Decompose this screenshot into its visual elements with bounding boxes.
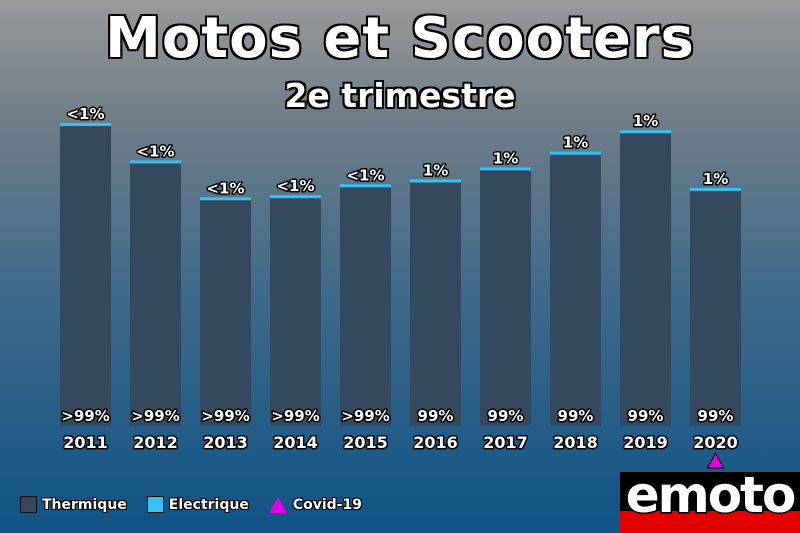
data-label-thermique: 99% xyxy=(628,407,664,425)
x-tick-label: 2013 xyxy=(203,433,248,452)
x-tick-label: 2020 xyxy=(693,433,738,452)
data-label-electrique: <1% xyxy=(206,179,244,197)
data-label-thermique: 99% xyxy=(488,407,524,425)
data-label-electrique: 1% xyxy=(633,112,658,130)
data-label-thermique: >99% xyxy=(61,407,109,425)
logo-wordmark: emoto xyxy=(624,472,798,526)
x-tick-label: 2019 xyxy=(623,433,668,452)
legend-label-covid: Covid-19 xyxy=(292,496,362,513)
covid-marker-icon xyxy=(706,451,725,469)
bar-electrique xyxy=(200,197,251,201)
bar-thermique xyxy=(270,196,321,426)
x-tick-label: 2016 xyxy=(413,433,458,452)
data-label-thermique: >99% xyxy=(201,407,249,425)
data-label-thermique: >99% xyxy=(271,407,319,425)
bar-thermique xyxy=(550,152,601,426)
bar-electrique xyxy=(270,195,321,199)
bar-thermique xyxy=(620,131,671,427)
data-label-thermique: 99% xyxy=(558,407,594,425)
legend-item-thermique: Thermique xyxy=(20,496,127,513)
data-label-electrique: <1% xyxy=(136,142,174,160)
data-label-thermique: >99% xyxy=(341,407,389,425)
legend-swatch-thermique xyxy=(20,496,37,513)
covid-triangle-icon xyxy=(268,496,287,513)
x-tick-label: 2014 xyxy=(273,433,318,452)
legend-label-thermique: Thermique xyxy=(42,496,127,513)
data-label-electrique: 1% xyxy=(703,170,728,188)
bar-thermique xyxy=(60,124,111,426)
bar-electrique xyxy=(410,179,461,183)
legend-item-covid: Covid-19 xyxy=(268,496,362,513)
data-label-electrique: 1% xyxy=(493,149,518,167)
bar-thermique xyxy=(200,198,251,426)
data-label-electrique: <1% xyxy=(66,105,104,123)
bar-electrique xyxy=(550,151,601,155)
bar-electrique xyxy=(690,187,741,191)
bar-thermique xyxy=(410,180,461,426)
bar-thermique xyxy=(130,161,181,426)
x-tick-label: 2017 xyxy=(483,433,528,452)
bar-electrique xyxy=(620,130,671,134)
data-label-thermique: 99% xyxy=(418,407,454,425)
bar-electrique xyxy=(60,123,111,126)
emoto-logo: emoto xyxy=(620,472,800,533)
x-tick-label: 2011 xyxy=(63,433,108,452)
data-label-thermique: >99% xyxy=(131,407,179,425)
data-label-electrique: <1% xyxy=(276,177,314,195)
legend-label-electrique: Electrique xyxy=(168,496,249,513)
x-tick-label: 2015 xyxy=(343,433,388,452)
legend-swatch-electrique xyxy=(146,496,164,513)
data-label-thermique: 99% xyxy=(698,407,734,425)
x-tick-label: 2012 xyxy=(133,433,178,452)
x-tick-label: 2018 xyxy=(553,433,598,452)
bar-electrique xyxy=(340,184,391,188)
bar-electrique xyxy=(480,167,531,171)
chart-title: Motos et Scooters xyxy=(105,6,695,71)
logo-red-band xyxy=(620,511,800,533)
bar-thermique xyxy=(340,185,391,426)
data-label-electrique: <1% xyxy=(346,166,384,184)
bar-thermique xyxy=(480,168,531,427)
data-label-electrique: 1% xyxy=(423,161,448,179)
data-label-electrique: 1% xyxy=(563,134,588,152)
legend: Thermique Electrique Covid-19 xyxy=(20,496,382,513)
chart-subtitle: 2e trimestre xyxy=(284,76,516,115)
legend-item-electrique: Electrique xyxy=(146,496,249,513)
bar-thermique xyxy=(690,188,741,426)
bar-electrique xyxy=(130,160,181,164)
